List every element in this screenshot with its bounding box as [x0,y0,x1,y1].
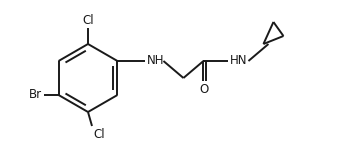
Text: NH: NH [146,54,164,66]
Text: Br: Br [29,88,42,102]
Text: Cl: Cl [93,128,104,141]
Text: O: O [200,83,209,96]
Text: Cl: Cl [82,14,94,27]
Text: HN: HN [229,54,247,66]
